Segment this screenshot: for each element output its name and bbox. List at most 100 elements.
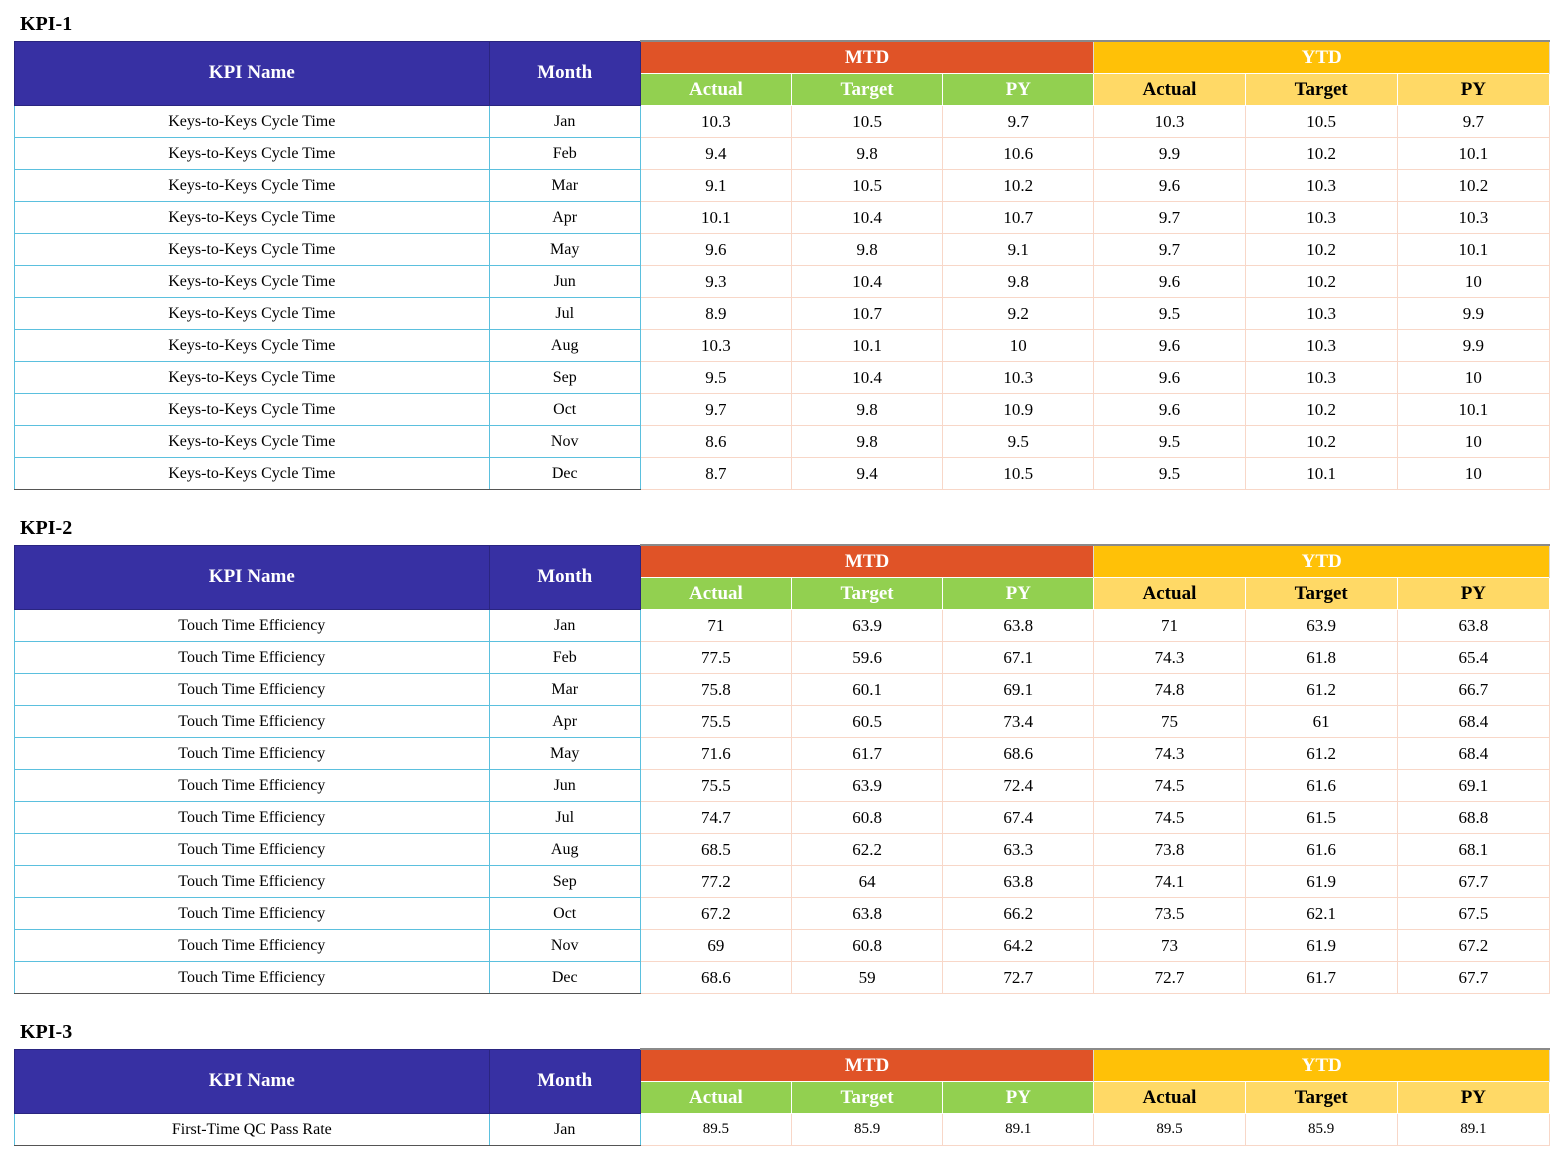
mtd-column-header: Target bbox=[790, 1081, 944, 1114]
kpi-name-cell: First-Time QC Pass Rate bbox=[14, 1113, 490, 1146]
ytd-target-cell: 62.1 bbox=[1244, 897, 1398, 930]
ytd-target-cell: 61.7 bbox=[1244, 961, 1398, 994]
ytd-py-cell: 10.1 bbox=[1396, 137, 1551, 170]
table-row: Keys-to-Keys Cycle Time Apr 10.1 10.4 10.7 9.… bbox=[14, 201, 1551, 234]
ytd-target-cell: 61.9 bbox=[1244, 865, 1398, 898]
month-cell: Nov bbox=[488, 929, 641, 962]
mtd-header: MTD bbox=[639, 544, 1095, 578]
ytd-actual-cell: 9.9 bbox=[1093, 137, 1246, 170]
table-row: Keys-to-Keys Cycle Time Feb 9.4 9.8 10.6 9.9 1… bbox=[14, 137, 1551, 170]
month-cell: Aug bbox=[488, 329, 641, 362]
ytd-header: YTD bbox=[1093, 40, 1550, 74]
table-row: Touch Time Efficiency Jul 74.7 60.8 67.4 74.5… bbox=[14, 801, 1551, 834]
ytd-target-cell: 10.5 bbox=[1244, 105, 1398, 138]
month-cell: Dec bbox=[488, 961, 641, 994]
mtd-target-cell: 63.9 bbox=[790, 769, 944, 802]
mtd-target-cell: 10.4 bbox=[790, 361, 944, 394]
mtd-py-cell: 72.7 bbox=[942, 961, 1095, 994]
mtd-py-cell: 63.3 bbox=[942, 833, 1095, 866]
table-row: Keys-to-Keys Cycle Time May 9.6 9.8 9.1 9.7 10… bbox=[14, 233, 1551, 266]
kpi-name-cell: Touch Time Efficiency bbox=[14, 641, 490, 674]
mtd-header: MTD bbox=[639, 40, 1095, 74]
mtd-header: MTD bbox=[639, 1048, 1095, 1082]
mtd-actual-cell: 9.3 bbox=[639, 265, 792, 298]
mtd-target-cell: 64 bbox=[790, 865, 944, 898]
ytd-actual-cell: 74.1 bbox=[1093, 865, 1246, 898]
kpi-name-cell: Keys-to-Keys Cycle Time bbox=[14, 329, 490, 362]
ytd-target-cell: 10.2 bbox=[1244, 137, 1398, 170]
ytd-py-cell: 69.1 bbox=[1396, 769, 1551, 802]
ytd-column-header: Target bbox=[1244, 73, 1398, 106]
month-cell: Aug bbox=[488, 833, 641, 866]
ytd-target-cell: 61.2 bbox=[1244, 673, 1398, 706]
mtd-target-cell: 9.8 bbox=[790, 233, 944, 266]
kpi-name-cell: Touch Time Efficiency bbox=[14, 769, 490, 802]
mtd-py-cell: 10.9 bbox=[942, 393, 1095, 426]
mtd-target-cell: 60.1 bbox=[790, 673, 944, 706]
mtd-actual-cell: 68.5 bbox=[639, 833, 792, 866]
month-cell: Sep bbox=[488, 865, 641, 898]
kpi-name-cell: Keys-to-Keys Cycle Time bbox=[14, 297, 490, 330]
table-row: Keys-to-Keys Cycle Time Jun 9.3 10.4 9.8 9.6 1… bbox=[14, 265, 1551, 298]
ytd-py-cell: 10.1 bbox=[1396, 393, 1551, 426]
month-cell: Jan bbox=[488, 1113, 641, 1146]
mtd-actual-cell: 89.5 bbox=[639, 1113, 792, 1146]
ytd-actual-cell: 74.8 bbox=[1093, 673, 1246, 706]
table-row: Keys-to-Keys Cycle Time Aug 10.3 10.1 10 9.6 1… bbox=[14, 329, 1551, 362]
ytd-py-cell: 66.7 bbox=[1396, 673, 1551, 706]
ytd-target-cell: 10.2 bbox=[1244, 393, 1398, 426]
mtd-target-cell: 60.8 bbox=[790, 801, 944, 834]
month-cell: Sep bbox=[488, 361, 641, 394]
mtd-column-header: PY bbox=[942, 73, 1095, 106]
mtd-actual-cell: 71 bbox=[639, 609, 792, 642]
ytd-actual-cell: 9.5 bbox=[1093, 425, 1246, 458]
ytd-target-cell: 10.3 bbox=[1244, 297, 1398, 330]
ytd-actual-cell: 72.7 bbox=[1093, 961, 1246, 994]
table-row: Touch Time Efficiency Apr 75.5 60.5 73.4 75 61… bbox=[14, 705, 1551, 738]
mtd-actual-cell: 75.5 bbox=[639, 705, 792, 738]
month-cell: Jun bbox=[488, 265, 641, 298]
ytd-actual-cell: 9.6 bbox=[1093, 265, 1246, 298]
kpi-name-cell: Keys-to-Keys Cycle Time bbox=[14, 233, 490, 266]
month-cell: Feb bbox=[488, 137, 641, 170]
kpi-table: KPI Name Month MTD YTD Actual Target PY Actual T… bbox=[14, 1048, 1551, 1146]
kpi-name-cell: Touch Time Efficiency bbox=[14, 833, 490, 866]
table-row: Keys-to-Keys Cycle Time Dec 8.7 9.4 10.5 9.5 1… bbox=[14, 457, 1551, 490]
mtd-column-header: Target bbox=[790, 73, 944, 106]
mtd-actual-cell: 8.6 bbox=[639, 425, 792, 458]
ytd-actual-cell: 71 bbox=[1093, 609, 1246, 642]
ytd-py-cell: 68.4 bbox=[1396, 705, 1551, 738]
mtd-py-cell: 73.4 bbox=[942, 705, 1095, 738]
month-cell: Dec bbox=[488, 457, 641, 490]
mtd-py-cell: 10.5 bbox=[942, 457, 1095, 490]
table-row: Touch Time Efficiency Dec 68.6 59 72.7 72.7 61… bbox=[14, 961, 1551, 994]
ytd-column-header: PY bbox=[1396, 1081, 1551, 1114]
mtd-py-cell: 10.6 bbox=[942, 137, 1095, 170]
mtd-py-cell: 10.3 bbox=[942, 361, 1095, 394]
table-row: Touch Time Efficiency May 71.6 61.7 68.6 74.3… bbox=[14, 737, 1551, 770]
kpi-name-cell: Keys-to-Keys Cycle Time bbox=[14, 361, 490, 394]
mtd-py-cell: 10.2 bbox=[942, 169, 1095, 202]
ytd-actual-cell: 73.5 bbox=[1093, 897, 1246, 930]
kpi-name-header: KPI Name bbox=[14, 1048, 490, 1114]
mtd-actual-cell: 10.3 bbox=[639, 329, 792, 362]
ytd-actual-cell: 9.6 bbox=[1093, 329, 1246, 362]
mtd-py-cell: 9.5 bbox=[942, 425, 1095, 458]
mtd-target-cell: 59 bbox=[790, 961, 944, 994]
kpi-name-cell: Keys-to-Keys Cycle Time bbox=[14, 105, 490, 138]
ytd-target-cell: 61.9 bbox=[1244, 929, 1398, 962]
kpi-name-cell: Touch Time Efficiency bbox=[14, 609, 490, 642]
ytd-py-cell: 89.1 bbox=[1396, 1113, 1551, 1146]
ytd-target-cell: 61.6 bbox=[1244, 833, 1398, 866]
kpi-name-cell: Touch Time Efficiency bbox=[14, 961, 490, 994]
mtd-py-cell: 68.6 bbox=[942, 737, 1095, 770]
mtd-actual-cell: 10.1 bbox=[639, 201, 792, 234]
ytd-actual-cell: 9.5 bbox=[1093, 457, 1246, 490]
mtd-target-cell: 10.7 bbox=[790, 297, 944, 330]
month-cell: May bbox=[488, 233, 641, 266]
ytd-target-cell: 61.5 bbox=[1244, 801, 1398, 834]
ytd-py-cell: 68.1 bbox=[1396, 833, 1551, 866]
month-header: Month bbox=[488, 40, 641, 106]
mtd-actual-cell: 75.8 bbox=[639, 673, 792, 706]
mtd-py-cell: 69.1 bbox=[942, 673, 1095, 706]
